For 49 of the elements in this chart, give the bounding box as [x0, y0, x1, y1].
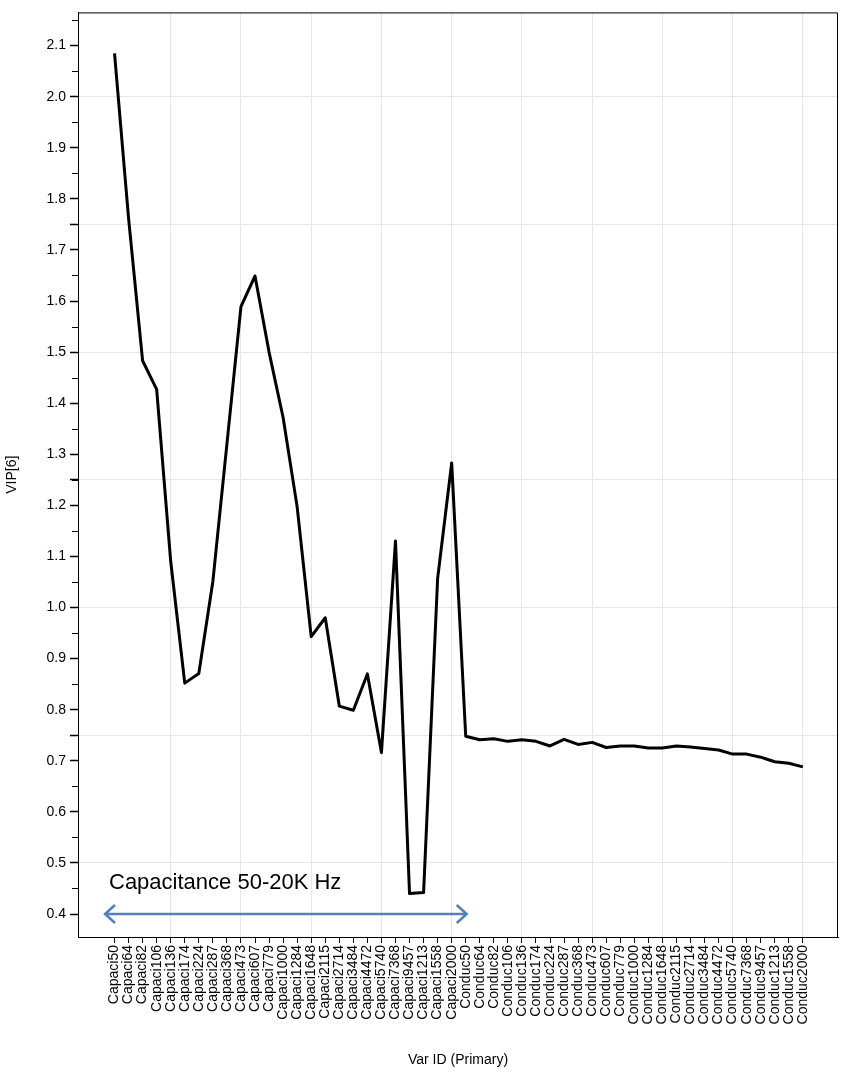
annotation: Capacitance 50-20K Hz — [109, 869, 342, 894]
x-tick-label: Capaci1284 — [288, 944, 305, 1020]
y-tick-label: 0.5 — [46, 853, 67, 870]
y-tick-label: 1.1 — [46, 547, 67, 564]
x-tick-label: Conduc1213 — [765, 944, 782, 1025]
x-tick-label: Conduc106 — [498, 944, 515, 1017]
x-tick-label: Conduc2000 — [793, 944, 810, 1025]
x-tick-label: Conduc64 — [470, 944, 487, 1009]
y-tick-label: 0.7 — [46, 751, 67, 768]
x-tick-label: Conduc2115 — [667, 944, 684, 1024]
x-tick-label: Conduc7368 — [737, 944, 754, 1025]
x-tick-label: Conduc174 — [526, 944, 543, 1017]
x-tick-label: Conduc1558 — [779, 944, 796, 1025]
y-tick-label: 2.1 — [46, 36, 67, 53]
y-tick-label: 1.2 — [46, 496, 67, 513]
x-tick-label: Conduc224 — [540, 944, 557, 1017]
y-tick-label: 1.8 — [46, 189, 67, 206]
y-tick-label: 2.0 — [46, 87, 67, 104]
x-tick-label: Capaci1648 — [302, 944, 319, 1020]
x-tick-label: Conduc1648 — [653, 944, 670, 1025]
y-tick-label: 1.4 — [46, 394, 67, 411]
x-tick-label: Conduc82 — [484, 944, 501, 1009]
y-tick-label: 1.3 — [46, 445, 67, 462]
x-tick-label: Conduc4472 — [709, 944, 726, 1025]
y-tick-label: 0.6 — [46, 802, 67, 819]
y-tick-label: 1.7 — [46, 240, 67, 257]
y-tick-label: 0.9 — [46, 649, 67, 666]
x-tick-label: Capaci2115 — [316, 944, 333, 1019]
y-tick-label: 1.9 — [46, 138, 67, 155]
y-axis-title: VIP[6] — [3, 455, 20, 494]
y-tick-label: 0.4 — [46, 904, 67, 921]
x-tick-label: Conduc607 — [597, 944, 614, 1017]
x-tick-label: Conduc473 — [583, 944, 600, 1017]
x-tick-label: Conduc5740 — [723, 944, 740, 1025]
x-tick-label: Capaci50 — [105, 944, 122, 1005]
y-tick-label: 1.0 — [46, 598, 67, 615]
x-axis-title: Var ID (Primary) — [407, 1051, 509, 1068]
x-tick-label: Conduc779 — [611, 944, 628, 1017]
x-tick-label: Conduc368 — [568, 944, 585, 1017]
y-tick-label: 0.8 — [46, 700, 67, 717]
x-tick-label: Conduc136 — [512, 944, 529, 1017]
x-tick-label: Conduc1000 — [625, 944, 642, 1025]
y-tick-label: 1.6 — [46, 291, 67, 308]
y-tick-label: 1.5 — [46, 342, 67, 359]
x-tick-label: Conduc287 — [554, 944, 571, 1017]
x-tick-label: Conduc9457 — [751, 944, 768, 1025]
x-tick-label: Conduc3484 — [695, 944, 712, 1025]
x-tick-label: Conduc1284 — [639, 944, 656, 1025]
x-tick-label: Conduc2714 — [681, 944, 698, 1025]
